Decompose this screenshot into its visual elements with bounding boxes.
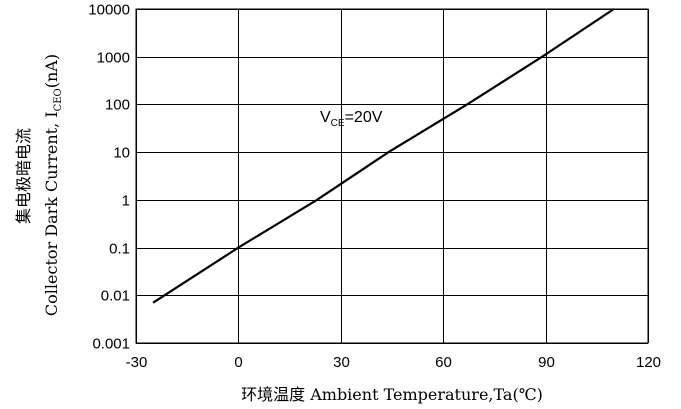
y-tick-labels: 0.001 0.01 0.1 1 10 100 1000 10000 (88, 2, 130, 353)
annotation-sub: CE (331, 118, 345, 129)
y-tick-label: 1 (122, 193, 130, 210)
y-tick-label: 0.001 (92, 336, 130, 353)
y-tick-label: 10 (113, 145, 130, 162)
series-line (152, 8, 615, 304)
x-tick-label: 60 (435, 354, 452, 371)
x-tick-label: 90 (538, 354, 555, 371)
x-tick-labels: -30 0 30 60 90 120 (126, 354, 661, 371)
y-axis-title-prefix: Collector Dark Current, I (42, 111, 61, 316)
y-axis-title-line2: Collector Dark Current, ICEO(nA) (42, 54, 64, 316)
y-tick-label: 10000 (88, 2, 130, 19)
y-axis-title-line1: 集电极暗电流 (14, 128, 33, 224)
y-axis-title: 集电极暗电流 (14, 128, 33, 224)
y-axis-title-suffix: (nA) (42, 54, 61, 88)
series-layer (152, 8, 615, 304)
annotation: VCE=20V (320, 109, 383, 129)
plot-frame (135, 8, 649, 344)
x-tick-label: -30 (126, 354, 148, 371)
annotation-main: V (320, 109, 331, 126)
x-tick-label: 0 (234, 354, 242, 371)
annotation-rest: =20V (345, 109, 383, 126)
y-tick-label: 0.1 (109, 241, 130, 258)
y-tick-label: 1000 (97, 50, 130, 67)
grid-lines (136, 9, 649, 344)
x-tick-label: 30 (333, 354, 350, 371)
y-tick-label: 0.01 (101, 288, 130, 305)
x-tick-label: 120 (636, 354, 661, 371)
y-axis-title-2: Collector Dark Current, ICEO(nA) (42, 54, 64, 316)
x-axis-title: 环境温度 Ambient Temperature,Ta(℃) (241, 385, 543, 404)
y-axis-title-sub: CEO (53, 88, 64, 111)
y-tick-label: 100 (105, 97, 130, 114)
